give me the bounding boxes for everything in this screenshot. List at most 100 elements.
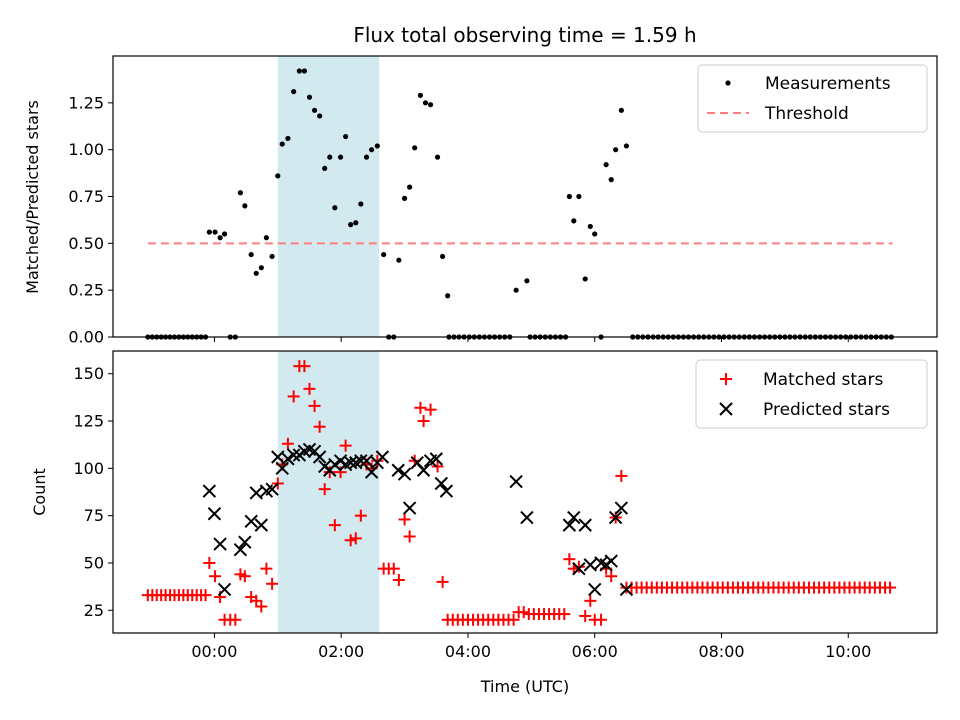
y-tick-label: 100 <box>73 459 104 478</box>
data-point <box>434 476 449 491</box>
data-point <box>436 575 449 588</box>
top-panel: 0.00 0.25 0.50 0.75 1.00 1.25 Flux total obse… <box>23 23 938 347</box>
x-tick-label: 10:00 <box>825 642 871 661</box>
data-point <box>572 561 586 576</box>
data-point <box>343 133 349 140</box>
data-point <box>623 143 630 149</box>
data-point <box>381 251 387 258</box>
legend-matched-marker <box>720 373 732 385</box>
legend-predicted-label: Predicted stars <box>763 400 890 420</box>
y-tick-label: 0.00 <box>68 328 104 347</box>
top-y-axis-label: Matched/Predicted stars <box>23 100 42 294</box>
data-point <box>619 582 634 597</box>
data-point <box>337 154 344 160</box>
data-point <box>572 560 585 573</box>
data-point <box>213 537 227 551</box>
bottom-y-ticks: 25 50 75 100 125 150 <box>73 364 113 620</box>
data-point <box>517 606 530 619</box>
data-point <box>407 184 413 190</box>
data-point <box>339 439 352 452</box>
data-point <box>417 415 430 428</box>
y-tick-label: 0.75 <box>68 187 104 206</box>
data-point <box>401 195 408 201</box>
top-x-ticks <box>213 337 849 342</box>
y-tick-label: 0.25 <box>68 281 104 300</box>
data-point <box>584 594 597 607</box>
data-point <box>343 455 358 470</box>
data-point <box>520 510 534 525</box>
top-legend: Measurements Threshold <box>697 64 928 133</box>
data-point <box>363 154 370 160</box>
data-point <box>254 518 269 532</box>
data-point <box>244 514 258 529</box>
y-tick-label: 1.00 <box>68 140 104 159</box>
data-point <box>588 582 602 597</box>
data-point <box>605 570 618 583</box>
data-point <box>308 399 321 412</box>
data-point <box>242 203 248 209</box>
data-point <box>427 102 434 108</box>
data-point <box>206 229 212 235</box>
bottom-plot-area <box>141 351 897 633</box>
data-point <box>238 535 252 549</box>
data-point <box>271 450 285 464</box>
data-point <box>396 257 402 263</box>
data-point <box>398 513 411 526</box>
legend-predicted-marker <box>719 402 733 416</box>
data-point <box>265 482 279 496</box>
data-point <box>313 420 326 433</box>
data-point <box>301 68 308 74</box>
data-point <box>614 501 629 515</box>
data-point <box>414 401 427 414</box>
data-point <box>328 519 341 532</box>
top-legend-box <box>697 64 928 133</box>
data-point <box>397 467 412 481</box>
bottom-x-ticks: 00:00 02:00 04:00 06:00 08:00 10:00 <box>191 633 871 661</box>
data-point <box>391 463 405 477</box>
data-point <box>306 94 313 100</box>
data-point <box>348 222 354 228</box>
data-point <box>608 510 623 525</box>
x-tick-label: 00:00 <box>191 642 237 661</box>
data-point <box>618 107 624 113</box>
data-point <box>509 474 523 489</box>
data-point <box>567 510 581 525</box>
data-point <box>603 162 609 168</box>
y-tick-label: 25 <box>84 601 104 620</box>
data-point <box>255 600 268 613</box>
y-tick-label: 125 <box>73 412 104 431</box>
data-point <box>334 466 347 479</box>
legend-measurements-label: Measurements <box>765 74 891 94</box>
x-axis-label: Time (UTC) <box>480 677 569 696</box>
data-point <box>327 154 333 160</box>
data-point <box>592 231 598 237</box>
data-point <box>207 507 222 521</box>
data-point <box>249 486 263 500</box>
data-point <box>358 201 364 207</box>
data-point <box>199 589 212 602</box>
bottom-axes-frame <box>112 350 938 634</box>
data-point <box>558 608 571 621</box>
data-point <box>281 452 295 466</box>
data-point <box>402 501 417 515</box>
data-point <box>287 390 300 403</box>
data-point <box>217 582 232 597</box>
data-point <box>416 463 431 477</box>
data-point <box>250 594 263 607</box>
data-point <box>576 193 582 200</box>
data-point <box>884 581 897 594</box>
data-point <box>440 253 446 260</box>
x-tick-label: 06:00 <box>572 642 618 661</box>
data-point <box>403 530 416 543</box>
data-point <box>332 205 338 211</box>
data-point <box>578 518 592 532</box>
data-point <box>303 382 316 395</box>
data-point <box>392 574 405 587</box>
data-point <box>344 534 357 547</box>
data-point <box>422 100 429 106</box>
data-point <box>266 577 279 590</box>
data-point <box>221 231 228 237</box>
data-point <box>615 469 628 482</box>
data-point <box>563 553 576 566</box>
y-tick-label: 150 <box>73 364 104 383</box>
